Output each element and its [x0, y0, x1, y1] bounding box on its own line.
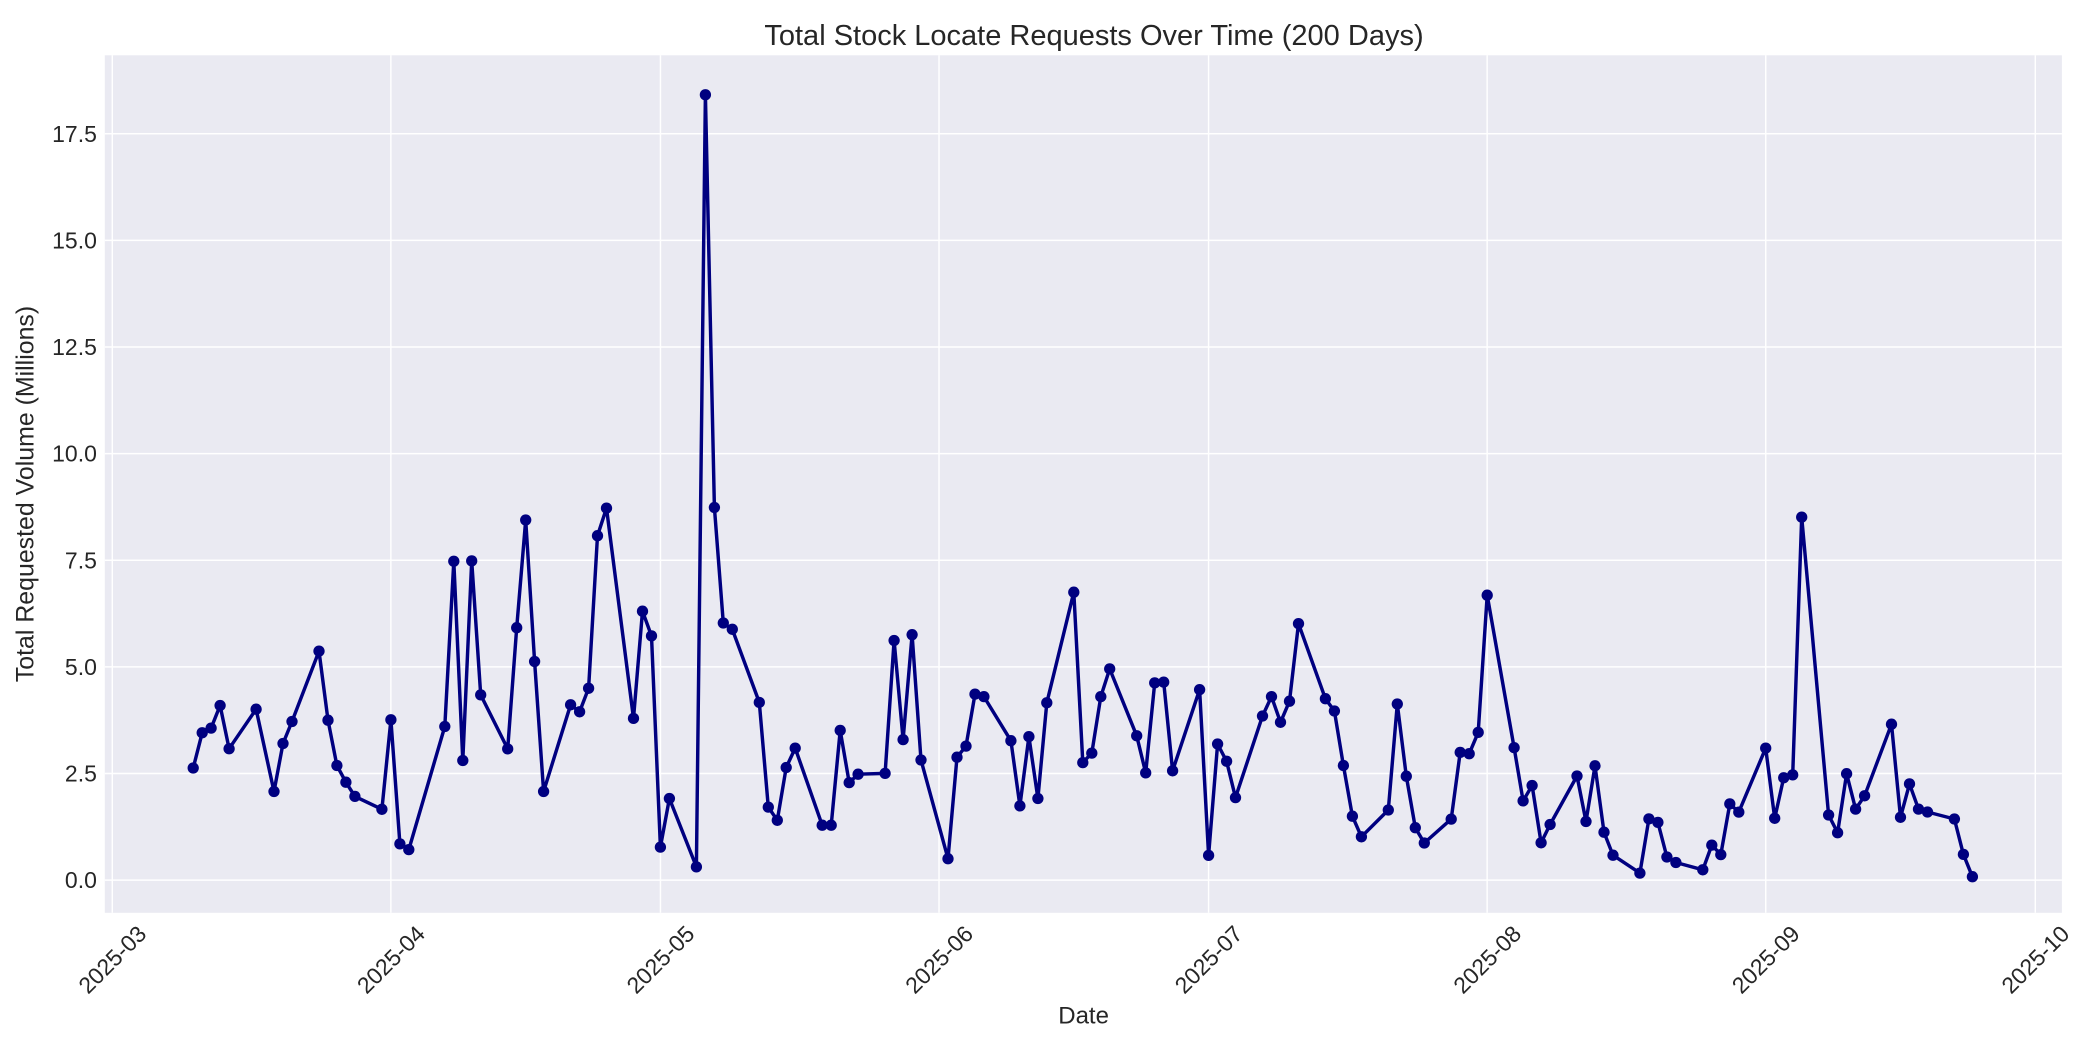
svg-text:2.5: 2.5 [65, 761, 97, 787]
svg-text:17.5: 17.5 [52, 121, 97, 147]
svg-text:Total Requested Volume (Millio: Total Requested Volume (Millions) [12, 306, 40, 682]
svg-text:15.0: 15.0 [52, 228, 97, 254]
svg-text:Total Stock Locate Requests Ov: Total Stock Locate Requests Over Time (2… [764, 20, 1423, 52]
svg-text:7.5: 7.5 [65, 547, 97, 573]
svg-text:Date: Date [1058, 1003, 1109, 1030]
svg-text:5.0: 5.0 [65, 654, 97, 680]
svg-text:12.5: 12.5 [52, 334, 97, 360]
svg-text:0.0: 0.0 [65, 867, 97, 893]
svg-text:10.0: 10.0 [52, 441, 97, 467]
